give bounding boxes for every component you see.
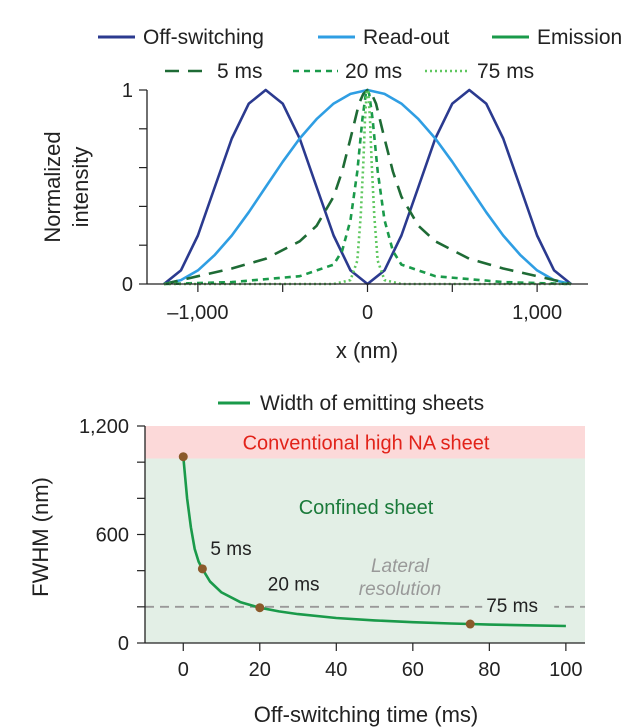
top-y-tick-label-0: 0 — [122, 274, 133, 296]
top-legend-label-0: Off-switching — [143, 26, 264, 49]
bottom-ticks: 0 20 40 60 80 100 0 600 1,200 — [79, 416, 583, 681]
top-series-off-switching — [163, 88, 572, 286]
bottom-point-label-2: 20 ms — [268, 575, 320, 596]
bottom-x-axis-label: Off-switching time (ms) — [254, 702, 479, 727]
top-series-20-ms — [163, 88, 572, 286]
top-chart: Off-switching Read-out Emission 5 ms 20 ms 75… — [40, 26, 622, 363]
bottom-x-tick-label-4: 80 — [478, 659, 500, 681]
bottom-y-axis-label: FWHM (nm) — [28, 477, 53, 597]
bottom-plot-area: Lateral resolution 5 ms 20 ms 75 ms — [145, 452, 585, 629]
top-x-tick-label-2: 1,000 — [512, 302, 562, 324]
top-legend-label-dashed-0: 5 ms — [217, 60, 263, 83]
top-legend: Off-switching Read-out Emission 5 ms 20 ms 75… — [98, 26, 622, 83]
bottom-x-tick-label-2: 40 — [325, 659, 347, 681]
bottom-legend-label: Width of emitting sheets — [260, 392, 484, 415]
bottom-region-label-confined: Confined sheet — [299, 497, 434, 519]
bottom-region-label-conventional: Conventional high NA sheet — [243, 432, 490, 454]
top-x-axis-label: x (nm) — [336, 338, 398, 363]
bottom-data-point-1 — [197, 564, 207, 574]
bottom-y-tick-label-2: 1,200 — [79, 416, 129, 438]
bottom-point-label-3: 75 ms — [486, 596, 538, 617]
top-y-tick-label-1: 1 — [122, 80, 133, 102]
bottom-data-point-3 — [465, 619, 475, 629]
bottom-x-tick-label-0: 0 — [178, 659, 189, 681]
bottom-y-tick-label-0: 0 — [118, 633, 129, 655]
bottom-point-label-1: 5 ms — [210, 539, 251, 560]
top-legend-label-1: Read-out — [363, 26, 450, 49]
top-x-tick-label-0: –1,000 — [167, 302, 228, 324]
top-y-axis-label-line2: intensity — [68, 147, 93, 228]
top-series-5-ms — [163, 88, 572, 286]
bottom-legend: Width of emitting sheets — [218, 392, 484, 415]
top-series-75-ms — [164, 88, 571, 286]
bottom-x-tick-label-5: 100 — [549, 659, 582, 681]
top-series-read-out — [163, 88, 572, 286]
bottom-x-tick-label-3: 60 — [402, 659, 424, 681]
bottom-data-point-2 — [255, 603, 265, 613]
top-x-tick-label-1: 0 — [362, 302, 373, 324]
top-legend-label-dashed-2: 75 ms — [477, 60, 534, 83]
top-y-axis-label-line1: Normalized — [40, 131, 65, 242]
top-legend-label-2: Emission — [537, 26, 622, 49]
bottom-data-point-0 — [178, 452, 188, 462]
top-legend-label-dashed-1: 20 ms — [345, 60, 402, 83]
bottom-point-label-bg-3 — [482, 595, 555, 618]
bottom-x-tick-label-1: 20 — [249, 659, 271, 681]
bottom-chart: Width of emitting sheets Conventional hi… — [28, 392, 585, 727]
bottom-region-0 — [145, 426, 585, 459]
bottom-y-tick-label-1: 600 — [96, 525, 129, 547]
bottom-reference-label: Lateral resolution — [359, 556, 441, 600]
top-ticks: –1,000 0 1,000 0 1 — [122, 80, 562, 324]
top-plot-area — [163, 88, 572, 286]
